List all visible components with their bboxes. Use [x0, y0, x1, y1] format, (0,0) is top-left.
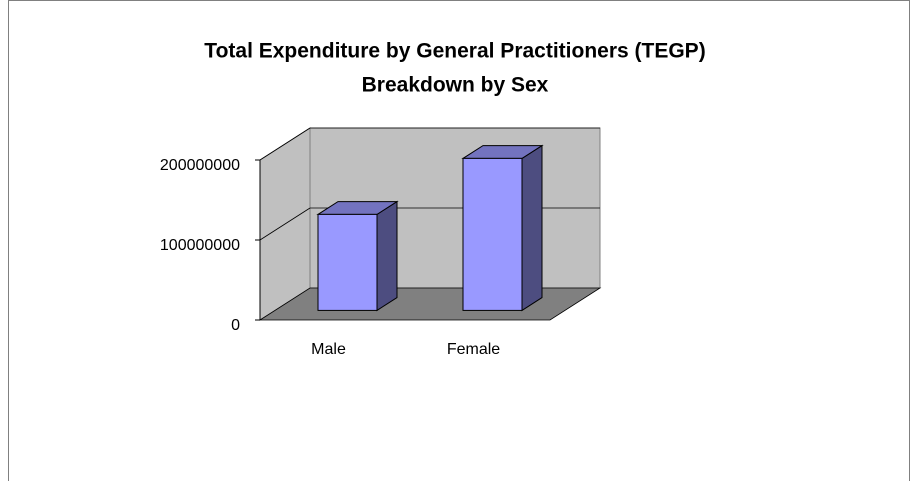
y-tick-label: 0 [231, 317, 240, 334]
x-tick-label: Male [311, 341, 346, 358]
y-tick-label: 200000000 [160, 157, 240, 174]
chart-subtitle: Breakdown by Sex [362, 74, 549, 97]
bar [317, 213, 378, 311]
chart-title: Total Expenditure by General Practitione… [204, 40, 705, 63]
y-tick-label: 100000000 [160, 237, 240, 254]
bar-group [461, 144, 544, 312]
floor [258, 287, 602, 321]
grid-line [259, 127, 311, 161]
x-tick-label: Female [447, 341, 500, 358]
bar [462, 157, 523, 311]
grid-line [259, 207, 311, 241]
bar-group [316, 200, 399, 312]
bar-side [521, 144, 543, 312]
bar-side [376, 200, 398, 312]
